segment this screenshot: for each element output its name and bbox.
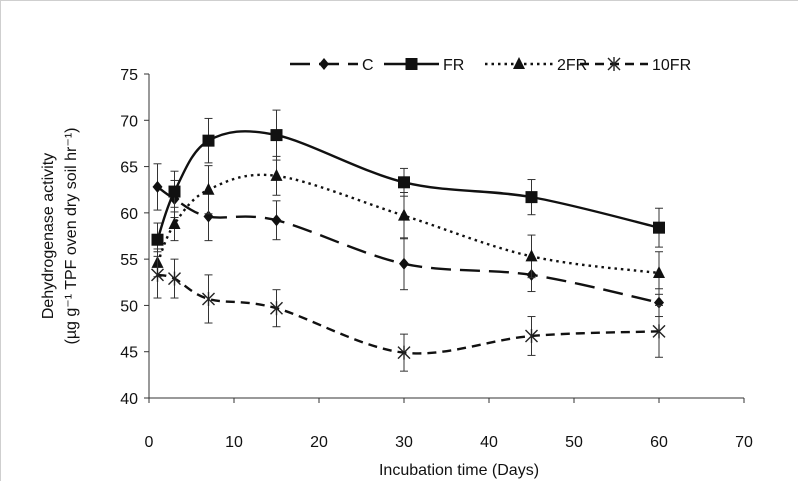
series-2fr xyxy=(151,155,665,295)
data-point xyxy=(168,271,181,286)
data-point xyxy=(152,180,163,193)
legend-label: 2FR xyxy=(557,57,587,74)
data-point xyxy=(151,267,164,282)
data-point xyxy=(202,182,215,195)
data-point xyxy=(525,328,538,343)
series-layer xyxy=(151,109,666,372)
data-point xyxy=(168,185,181,198)
legend-item-fr: FR xyxy=(384,57,464,74)
legend-label: 10FR xyxy=(652,57,691,74)
axes: 40 45 50 55 60 65 70 75 0 10 20 30 40 50 60 70 xyxy=(120,67,753,451)
data-point xyxy=(271,214,282,227)
legend-marker xyxy=(319,58,329,70)
legend: C FR 2FR 10FR xyxy=(290,57,691,74)
y-tick-label: 60 xyxy=(120,206,138,223)
series-10fr xyxy=(151,251,666,372)
data-point xyxy=(202,134,215,147)
y-tick-label: 75 xyxy=(120,67,138,84)
y-tick-label: 45 xyxy=(120,345,138,362)
data-point xyxy=(525,249,538,262)
data-point xyxy=(151,233,164,246)
legend-label: C xyxy=(362,57,374,74)
series-line-c xyxy=(156,185,660,304)
y-tick-label: 65 xyxy=(120,160,138,177)
series-line-2fr xyxy=(156,173,660,275)
data-point xyxy=(202,291,215,306)
x-axis-label: Incubation time (Days) xyxy=(379,462,539,479)
data-point xyxy=(525,191,538,204)
x-tick-label: 70 xyxy=(735,434,753,451)
y-tick-label: 70 xyxy=(120,113,138,130)
data-point xyxy=(270,129,283,142)
legend-label: FR xyxy=(443,57,464,74)
legend-item-c: C xyxy=(290,57,374,74)
data-point xyxy=(653,266,665,279)
data-point xyxy=(398,176,410,189)
data-point xyxy=(399,257,409,270)
y-tick-label: 50 xyxy=(120,298,138,315)
y-tick-label: 40 xyxy=(120,391,138,408)
y-axis-label-line2: (µg g⁻¹ TPF oven dry soil hr⁻¹) xyxy=(63,128,80,345)
x-tick-label: 50 xyxy=(565,434,583,451)
y-tick-label: 55 xyxy=(120,252,138,269)
legend-item-10fr: 10FR xyxy=(580,57,691,74)
data-point xyxy=(168,216,181,229)
data-point xyxy=(653,221,665,234)
data-point xyxy=(652,324,666,339)
data-point xyxy=(270,168,283,181)
data-point xyxy=(398,208,410,221)
legend-marker xyxy=(405,58,418,70)
data-point xyxy=(270,301,283,316)
legend-marker xyxy=(607,57,621,71)
x-tick-label: 10 xyxy=(225,434,243,451)
legend-item-2fr: 2FR xyxy=(485,57,587,74)
legend-marker xyxy=(513,57,525,69)
x-tick-label: 40 xyxy=(480,434,498,451)
x-tick-label: 0 xyxy=(145,434,154,451)
x-tick-label: 30 xyxy=(395,434,413,451)
series-fr xyxy=(151,109,665,257)
x-tick-label: 60 xyxy=(650,434,668,451)
series-line-10fr xyxy=(157,273,660,355)
y-axis-label-line1: Dehydrogenase activity xyxy=(40,153,57,319)
series-line-fr xyxy=(156,130,660,241)
x-tick-label: 20 xyxy=(310,434,328,451)
data-point xyxy=(397,345,411,360)
